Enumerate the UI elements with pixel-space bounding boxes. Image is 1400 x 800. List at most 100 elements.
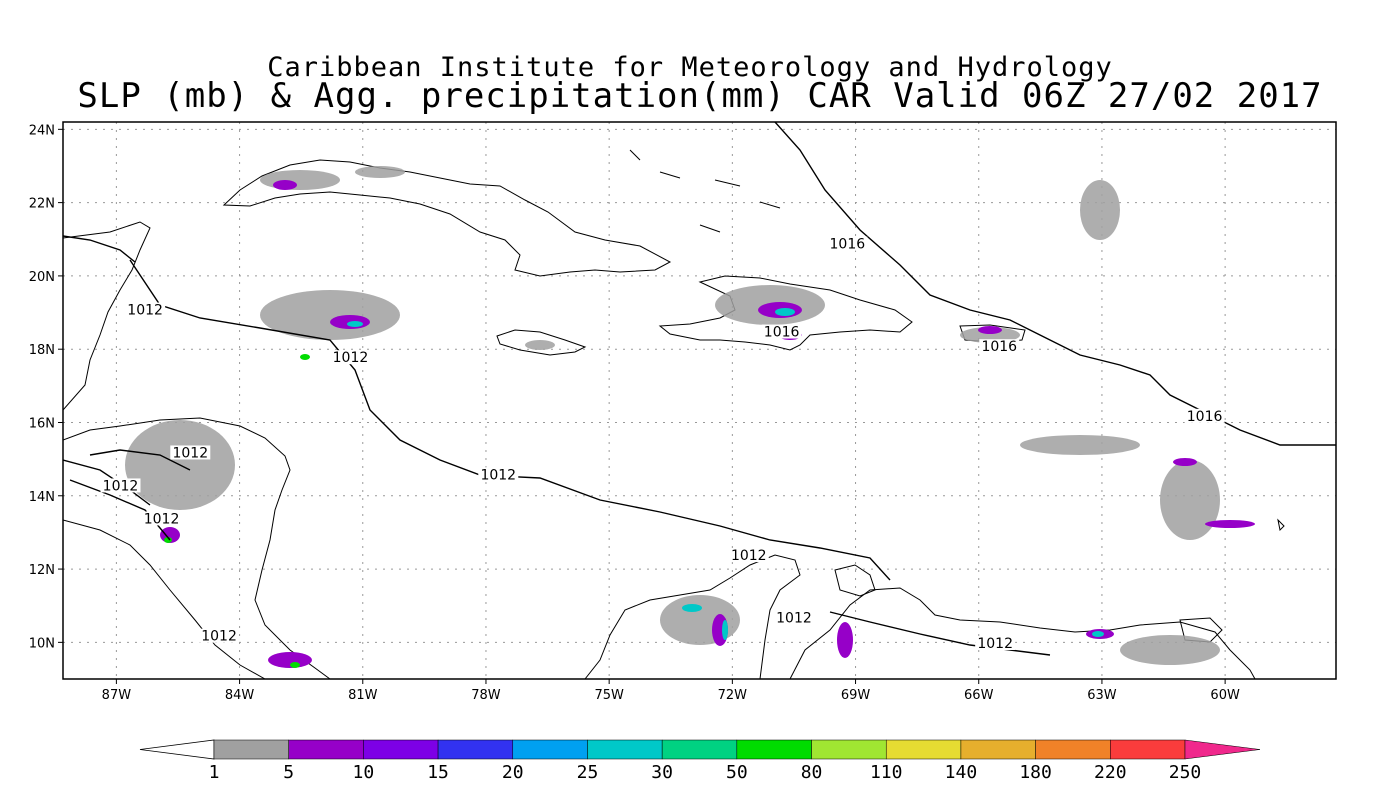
colorbar-label: 5 — [283, 762, 294, 783]
colorbar-label: 25 — [577, 762, 599, 783]
lon-label: 81W — [348, 688, 378, 703]
colorbar-segment — [213, 739, 289, 760]
precipitation-field — [125, 166, 1255, 668]
isobar-label: 1016 — [764, 325, 800, 341]
isobar-label-bg — [100, 478, 141, 493]
isobar-label: 1012 — [172, 445, 208, 461]
colorbar-segment — [1110, 739, 1186, 760]
isobar-label: 1012 — [731, 548, 767, 564]
isobar-1012-south — [829, 611, 1051, 656]
honduras-coast — [63, 417, 331, 679]
colorbar-segment — [661, 739, 738, 760]
lon-label: 84W — [225, 688, 255, 703]
lon-label: 63W — [1087, 688, 1117, 703]
isobar-label-bg — [827, 236, 868, 251]
lon-label: 87W — [102, 688, 132, 703]
isobar-label: 1012 — [480, 467, 516, 483]
isobar-label: 1012 — [103, 478, 139, 494]
lat-label: 18N — [29, 343, 55, 358]
isobar-label-bg — [975, 636, 1016, 651]
lat-label: 22N — [29, 197, 55, 212]
pacific-coast — [63, 519, 266, 679]
colorbar-segment — [960, 739, 1036, 760]
central-america-coast — [63, 221, 151, 411]
colorbar-segment — [587, 739, 663, 760]
colorbar-label: 10 — [353, 762, 375, 783]
lake-maracaibo — [834, 564, 876, 597]
lon-label: 78W — [471, 688, 501, 703]
colorbar-label: 15 — [427, 762, 449, 783]
lat-label: 10N — [29, 636, 55, 651]
venezuela-coast — [789, 587, 1256, 679]
lat-label: 12N — [29, 563, 55, 578]
coastlines — [63, 149, 1285, 679]
colorbar-segment — [363, 739, 439, 760]
isobar-label: 1012 — [977, 636, 1013, 652]
colorbar-segment — [885, 739, 962, 760]
lon-label: 69W — [841, 688, 871, 703]
colorbar-segment — [1035, 739, 1111, 760]
colorbar-label: 250 — [1169, 762, 1202, 783]
colorbar-label: 180 — [1019, 762, 1052, 783]
isobar-label-bg — [478, 467, 519, 482]
isobar-label-bg — [170, 445, 211, 460]
isobar-label-bg — [761, 324, 802, 339]
colorbar-label: 30 — [651, 762, 673, 783]
isobar-label: 1012 — [333, 350, 369, 366]
latitude-labels: 24N 22N 20N 18N 16N 14N 12N 10N — [29, 123, 63, 651]
lat-label: 16N — [29, 416, 55, 431]
isobar-label-bg — [773, 610, 814, 625]
isobar-label-bg — [979, 339, 1020, 354]
title-line-2: SLP (mb) & Agg. precipitation(mm) CAR Va… — [77, 76, 1323, 116]
isobar-label-bg — [199, 628, 240, 643]
lat-label: 24N — [29, 123, 55, 138]
isobar-label-bg — [728, 548, 769, 563]
colorbar: 1 5 10 15 20 25 30 50 80 110 140 180 220 250 — [139, 739, 1261, 783]
barbados-coast — [1277, 518, 1285, 532]
isobar-label-bg — [141, 511, 182, 526]
lat-label: 20N — [29, 270, 55, 285]
colorbar-label: 20 — [502, 762, 524, 783]
colorbar-segment — [811, 739, 887, 760]
isobar-label: 1012 — [144, 511, 180, 527]
colorbar-segment — [512, 739, 588, 760]
isobar-1016-north — [774, 122, 1336, 446]
lon-label: 75W — [594, 688, 624, 703]
longitude-labels: 87W 84W 81W 78W 75W 72W 69W 66W 63W 60W — [102, 679, 1240, 703]
map-frame — [62, 121, 1337, 680]
colorbar-segment — [736, 739, 812, 760]
colorbar-label: 220 — [1094, 762, 1127, 783]
colorbar-min-arrow — [139, 739, 215, 760]
isobar-labels: 1016 1012 1012 1016 1016 1016 1012 1012 1012 1012… — [100, 236, 1225, 652]
jamaica-coast — [496, 329, 587, 356]
bahamas-coast — [629, 149, 781, 233]
isobar-label: 1016 — [981, 339, 1017, 355]
colorbar-label: 1 — [209, 762, 220, 783]
lon-label: 72W — [718, 688, 748, 703]
gridlines — [63, 122, 1336, 679]
isobar-label: 1016 — [1187, 409, 1223, 425]
isobar-label-bg — [125, 302, 166, 317]
isobar-label: 1012 — [776, 610, 812, 626]
isobar-label-bg — [1184, 408, 1225, 423]
isobar-1012-west — [63, 235, 136, 263]
isobars — [63, 122, 1336, 656]
colorbar-max-arrow — [1184, 739, 1261, 760]
title-line-1: Caribbean Institute for Meteorology and … — [267, 52, 1113, 83]
puerto-rico-coast — [959, 324, 1026, 343]
colorbar-label: 50 — [726, 762, 748, 783]
cuba-coast — [222, 159, 672, 277]
isobar-label: 1012 — [127, 303, 163, 319]
hispaniola-coast — [658, 275, 913, 351]
colorbar-label: 140 — [945, 762, 978, 783]
isobar-label: 1012 — [201, 629, 237, 645]
lon-label: 66W — [964, 688, 994, 703]
colorbar-label: 80 — [801, 762, 823, 783]
colorbar-segment — [288, 739, 364, 760]
lon-label: 60W — [1210, 688, 1240, 703]
isobar-label: 1016 — [830, 237, 866, 253]
lat-label: 14N — [29, 490, 55, 505]
south-america-coast — [584, 554, 801, 679]
colorbar-segment — [437, 739, 514, 760]
